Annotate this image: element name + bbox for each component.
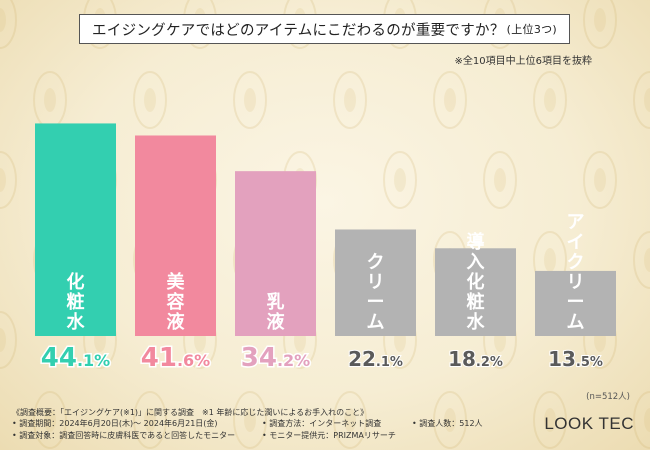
survey-footer: 《調査概要：「エイジングケア(※1)」に関する調査 ※1 年齢に応じた潤いによる…: [12, 407, 483, 441]
damask-motif: [383, 151, 417, 209]
chart-title-main: エイジングケアではどのアイテムにこだわるのが重要ですか？: [91, 22, 505, 39]
value-label-2: 41.6%: [141, 343, 210, 373]
value-label-5: 18.2%: [448, 347, 503, 371]
footer-target: • 調査対象：調査回答時に皮膚科医であると回答したモニター: [12, 430, 236, 440]
brand-logo: LOOK TEC: [544, 414, 634, 433]
category-label-1: 化粧水: [67, 271, 86, 333]
value-label-1: 44.1%: [41, 343, 110, 373]
damask-motif: [633, 391, 650, 449]
bar-6: [535, 270, 616, 336]
damask-motif: [333, 391, 367, 449]
sample-size: (n=512人): [586, 392, 630, 402]
value-label-6: 13.5%: [548, 347, 603, 371]
damask-motif: [133, 71, 167, 129]
damask-motif: [133, 391, 167, 449]
footer-method: • 調査方法：インターネット調査: [262, 419, 382, 429]
bar-5: [435, 248, 516, 336]
damask-motif: [433, 391, 467, 449]
damask-motif: [333, 71, 367, 129]
damask-motif: [0, 311, 17, 369]
value-label-4: 22.1%: [348, 347, 403, 371]
damask-motif: [0, 151, 17, 209]
damask-motif: [233, 391, 267, 449]
damask-motif: [633, 71, 650, 129]
category-label-5: 導入化粧水: [467, 231, 486, 333]
damask-motif: [533, 391, 567, 449]
damask-motif: [583, 151, 617, 209]
category-label-2: 美容液: [167, 271, 186, 333]
damask-motif: [233, 71, 267, 129]
footer-provider: • モニター提供元：PRIZMAリサーチ: [262, 430, 396, 440]
footer-count: • 調査人数：512人: [412, 419, 483, 429]
damask-motif: [633, 231, 650, 289]
category-label-6: アイクリーム: [567, 212, 585, 333]
footer-period: • 調査期間：2024年6月20日(木)～ 2024年6月21日(金): [12, 419, 218, 429]
footer-overview: 《調査概要：「エイジングケア(※1)」に関する調査 ※1 年齢に応じた潤いによる…: [12, 408, 369, 417]
damask-motif: [433, 71, 467, 129]
damask-motif: [0, 0, 17, 49]
damask-motif: [483, 151, 517, 209]
bar-4: [335, 229, 416, 336]
note: ※全10項目中上位6項目を抜粋: [454, 56, 592, 67]
damask-motif: [583, 0, 617, 49]
damask-motif: [33, 391, 67, 449]
value-label-3: 34.2%: [241, 343, 310, 373]
chart-title: エイジングケアではどのアイテムにこだわるのが重要ですか？ (上位3つ): [79, 14, 570, 44]
damask-motif: [533, 71, 567, 129]
category-label-4: クリーム: [367, 252, 385, 333]
chart-title-suffix: (上位3つ): [506, 23, 558, 36]
bar-2: [135, 135, 216, 336]
bar-1: [35, 123, 116, 336]
category-label-3: 乳液: [267, 292, 286, 333]
bar-3: [235, 171, 316, 336]
